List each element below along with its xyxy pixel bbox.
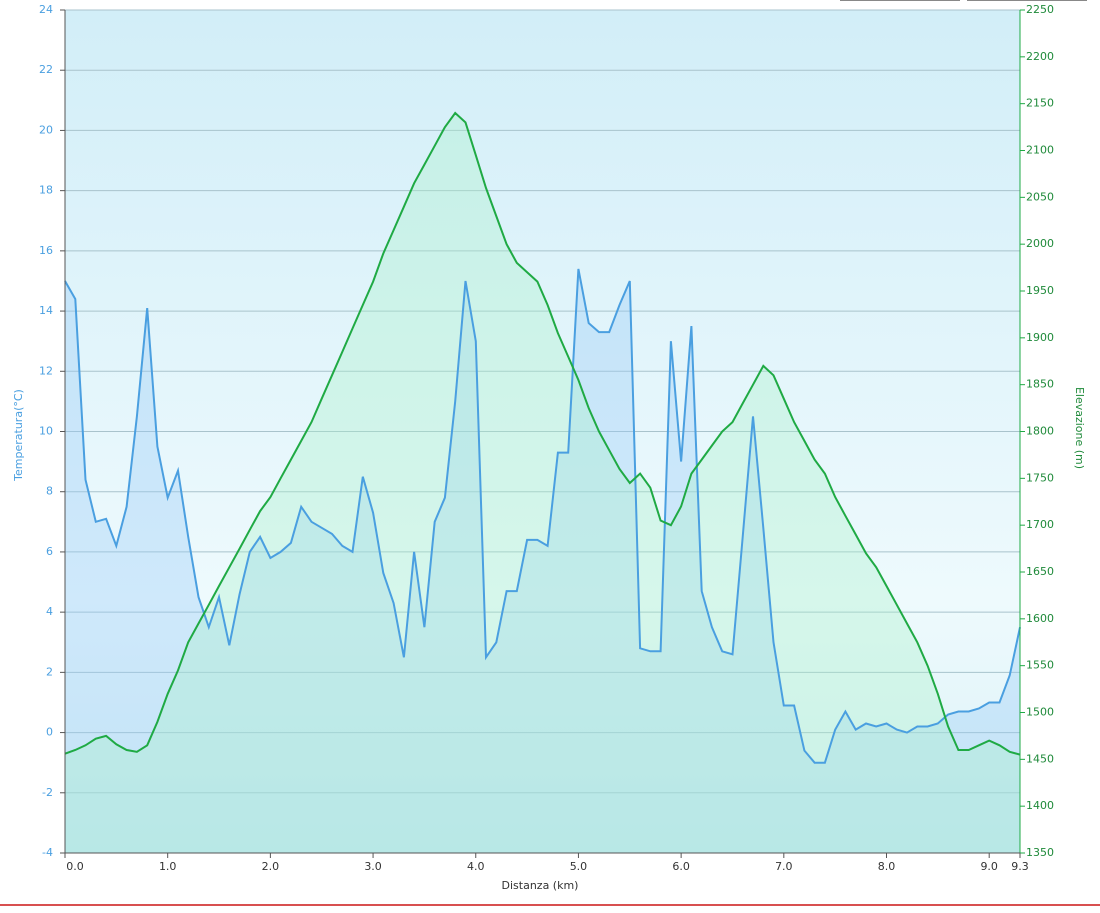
y2-tick-label: 1850: [1026, 378, 1054, 391]
y-tick-label: -4: [42, 846, 53, 859]
y-tick-label: 18: [39, 184, 53, 197]
area: [65, 268, 1020, 853]
x-tick-label: 7.0: [775, 860, 793, 873]
x-tick-label: 9.0: [980, 860, 998, 873]
line: [64, 111, 1021, 756]
y2-tick-label: 1700: [1026, 518, 1054, 531]
y2-axis-label: Elevazione (m): [1073, 387, 1086, 469]
y-tick-label: 0: [46, 726, 53, 739]
bottom-border: [0, 904, 1100, 906]
y-tick-label: 16: [39, 244, 53, 257]
y2-tick-label: 1800: [1026, 425, 1054, 438]
y2-tick-label: 2150: [1026, 97, 1054, 110]
y-tick-label: 4: [46, 605, 53, 618]
y2-tick-label: 2250: [1026, 3, 1054, 16]
x-tick-label: 8.0: [878, 860, 896, 873]
y2-tick-label: 2200: [1026, 50, 1054, 63]
y2-tick-label: 1350: [1026, 846, 1054, 859]
y2-tick-label: 2000: [1026, 237, 1054, 250]
y2-tick-label: 2100: [1026, 144, 1054, 157]
y2-tick-label: 1550: [1026, 659, 1054, 672]
x-tick-label: 3.0: [364, 860, 382, 873]
x-tick-label: 6.0: [672, 860, 690, 873]
y-axis-label: Temperatura(°C): [12, 389, 25, 482]
y-tick-label: 24: [39, 3, 53, 16]
y-tick-label: 20: [39, 123, 53, 136]
y-tick-label: 10: [39, 425, 53, 438]
x-tick-label: 1.0: [159, 860, 177, 873]
y-tick-label: 22: [39, 63, 53, 76]
y2-tick-label: 2050: [1026, 190, 1054, 203]
y2-tick-label: 1900: [1026, 331, 1054, 344]
y2-tick-label: 1750: [1026, 471, 1054, 484]
y-tick-label: 2: [46, 665, 53, 678]
x-axis-label: Distanza (km): [502, 879, 579, 892]
y2-tick-label: 1500: [1026, 706, 1054, 719]
x-tick-label: 5.0: [570, 860, 588, 873]
y-tick-label: 6: [46, 545, 53, 558]
area: [65, 113, 1020, 853]
toolbar-edge: [967, 0, 1087, 1]
y2-tick-label: 1450: [1026, 752, 1054, 765]
x-tick-label: 9.3: [1011, 860, 1029, 873]
y-tick-label: 8: [46, 485, 53, 498]
toolbar-edge: [840, 0, 960, 1]
y2-tick-label: 1650: [1026, 565, 1054, 578]
x-tick-label: 2.0: [262, 860, 280, 873]
y2-tick-label: 1950: [1026, 284, 1054, 297]
line: [64, 268, 1021, 764]
y-tick-label: 14: [39, 304, 53, 317]
y2-tick-label: 1400: [1026, 799, 1054, 812]
y2-tick-label: 1600: [1026, 612, 1054, 625]
y-tick-label: -2: [42, 786, 53, 799]
y-tick-label: 12: [39, 364, 53, 377]
x-tick-label: 0.0: [66, 860, 84, 873]
x-tick-label: 4.0: [467, 860, 485, 873]
